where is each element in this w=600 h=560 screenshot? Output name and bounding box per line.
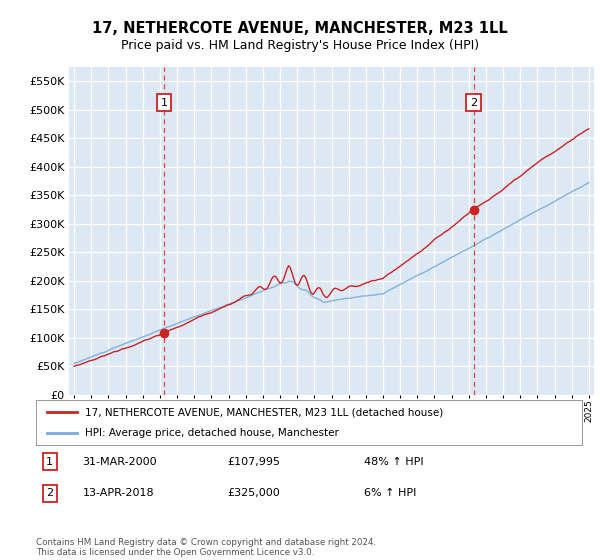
Text: Contains HM Land Registry data © Crown copyright and database right 2024.
This d: Contains HM Land Registry data © Crown c… — [36, 538, 376, 557]
Text: 17, NETHERCOTE AVENUE, MANCHESTER, M23 1LL: 17, NETHERCOTE AVENUE, MANCHESTER, M23 1… — [92, 21, 508, 36]
Text: 6% ↑ HPI: 6% ↑ HPI — [364, 488, 416, 498]
Text: 1: 1 — [46, 456, 53, 466]
Text: 13-APR-2018: 13-APR-2018 — [82, 488, 154, 498]
Text: 2: 2 — [46, 488, 53, 498]
Text: 48% ↑ HPI: 48% ↑ HPI — [364, 456, 423, 466]
Text: 1: 1 — [161, 97, 167, 108]
Text: £107,995: £107,995 — [227, 456, 280, 466]
Text: 2: 2 — [470, 97, 477, 108]
Text: 31-MAR-2000: 31-MAR-2000 — [82, 456, 157, 466]
Text: 17, NETHERCOTE AVENUE, MANCHESTER, M23 1LL (detached house): 17, NETHERCOTE AVENUE, MANCHESTER, M23 1… — [85, 408, 443, 418]
Text: HPI: Average price, detached house, Manchester: HPI: Average price, detached house, Manc… — [85, 428, 339, 438]
Text: £325,000: £325,000 — [227, 488, 280, 498]
Text: Price paid vs. HM Land Registry's House Price Index (HPI): Price paid vs. HM Land Registry's House … — [121, 39, 479, 52]
